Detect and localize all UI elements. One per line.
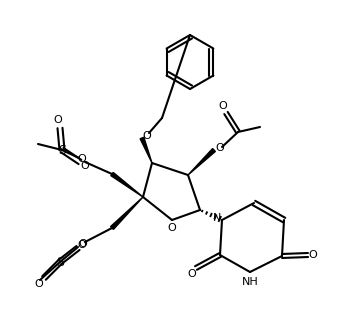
Text: O: O	[81, 161, 89, 171]
Text: O: O	[35, 279, 43, 289]
Text: O: O	[168, 223, 176, 233]
Polygon shape	[111, 172, 143, 197]
Text: O: O	[143, 131, 152, 141]
Polygon shape	[140, 137, 152, 163]
Text: O: O	[78, 154, 87, 164]
Text: O: O	[308, 250, 317, 260]
Text: O: O	[78, 240, 87, 250]
Text: O: O	[215, 143, 224, 153]
Text: S: S	[58, 144, 66, 156]
Text: O: O	[188, 269, 196, 279]
Text: S: S	[56, 256, 64, 269]
Text: NH: NH	[242, 277, 258, 287]
Text: O: O	[54, 115, 62, 125]
Text: O: O	[79, 239, 87, 249]
Polygon shape	[110, 197, 143, 229]
Text: N: N	[213, 213, 221, 223]
Text: O: O	[219, 101, 227, 111]
Polygon shape	[188, 149, 215, 175]
